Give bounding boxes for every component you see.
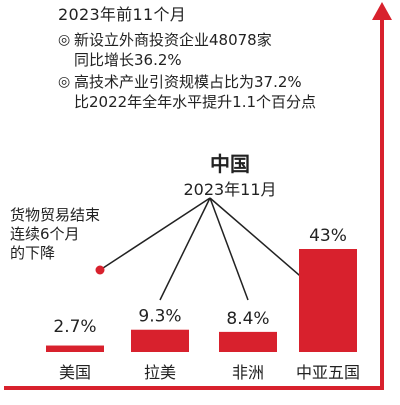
double-circle-icon: ◎ [58, 32, 71, 48]
bars [46, 249, 357, 352]
annotation-line-1: 货物贸易结束 [10, 206, 101, 224]
info-bullet-2-line-1: 高技术产业引资规模占比为37.2% [74, 73, 302, 91]
category-label-us: 美国 [59, 363, 91, 382]
value-label-africa: 8.4% [226, 309, 269, 329]
annotation-text: 货物贸易结束 连续6个月 的下降 [10, 206, 100, 263]
value-label-us: 2.7% [53, 317, 96, 337]
chart-title: 中国 [210, 152, 250, 176]
info-panel: 2023年前11个月 ◎ 新设立外商投资企业48078家 同比增长36.2% ◎… [58, 4, 378, 112]
annotation-dot [95, 265, 105, 275]
info-bullet-2-line-2: 比2022年全年水平提升1.1个百分点 [74, 93, 317, 111]
bar-us [46, 345, 104, 352]
chart-subtitle: 2023年11月 [183, 180, 277, 199]
annotation-line-3: 的下降 [10, 244, 56, 262]
info-bullet-2: ◎ 高技术产业引资规模占比为37.2% 比2022年全年水平提升1.1个百分点 [58, 72, 378, 112]
category-labels: 美国 拉美 非洲 中亚五国 [59, 363, 360, 382]
value-label-latam: 9.3% [138, 307, 181, 327]
leader-line-africa [209, 197, 249, 301]
leader-lines [95, 197, 329, 301]
double-circle-icon: ◎ [58, 74, 71, 90]
bar-latam [131, 329, 189, 352]
category-label-central-asia: 中亚五国 [296, 363, 360, 382]
bar-central-asia [299, 249, 357, 352]
leader-line-us [99, 197, 211, 271]
value-labels: 2.7% 9.3% 8.4% 43% [53, 226, 347, 337]
info-title: 2023年前11个月 [58, 5, 187, 24]
value-label-central-asia: 43% [309, 226, 347, 246]
bar-africa [219, 331, 277, 352]
category-label-latam: 拉美 [144, 363, 176, 382]
leader-line-latam [159, 197, 211, 301]
axes [4, 2, 392, 390]
info-bullet-1: ◎ 新设立外商投资企业48078家 同比增长36.2% [58, 30, 378, 70]
category-label-africa: 非洲 [232, 363, 264, 382]
annotation-line-2: 连续6个月 [10, 225, 80, 243]
axis-arrow-icon [372, 2, 392, 20]
info-bullet-1-line-1: 新设立外商投资企业48078家 [74, 31, 272, 49]
info-bullet-1-line-2: 同比增长36.2% [74, 51, 182, 69]
